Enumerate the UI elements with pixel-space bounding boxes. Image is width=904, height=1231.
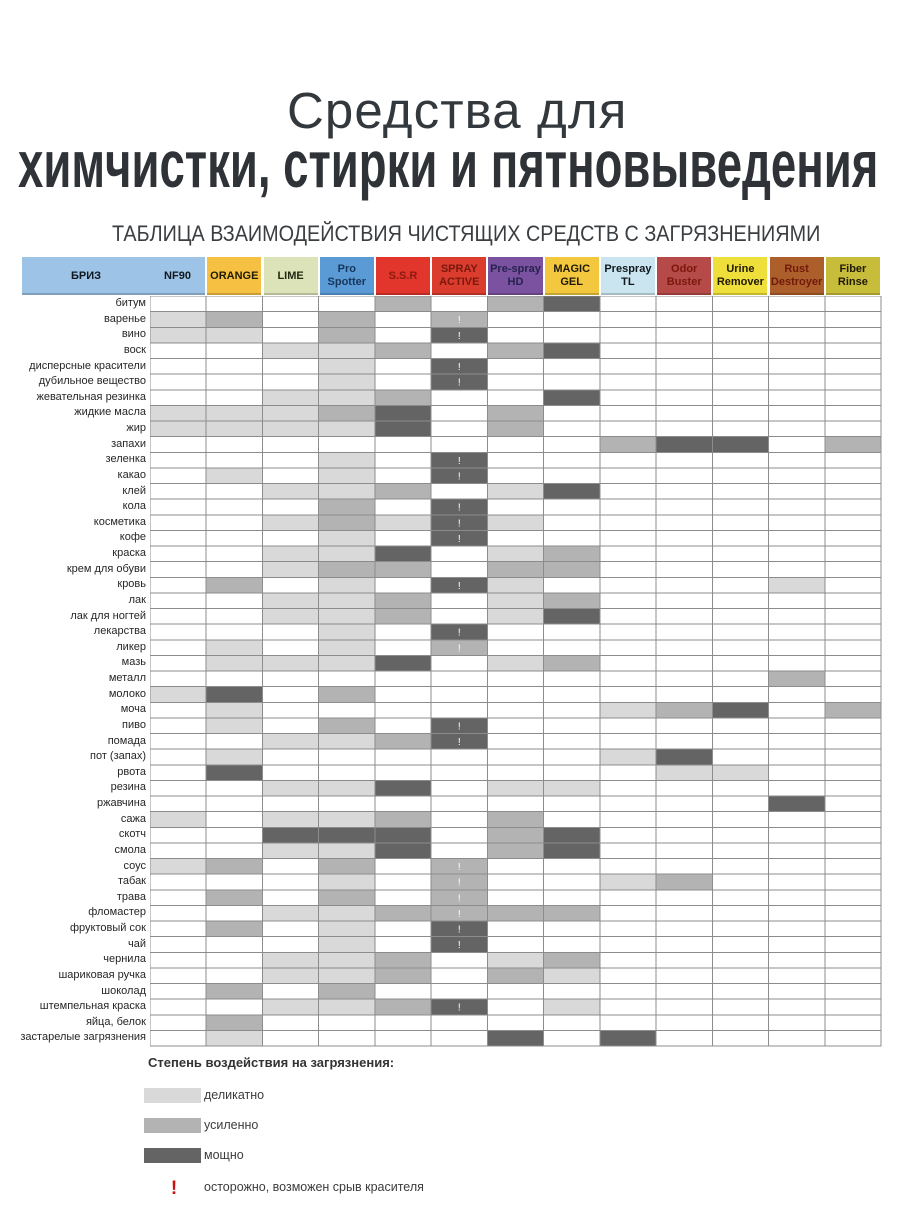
svg-text:!: !	[458, 378, 461, 389]
svg-text:!: !	[458, 909, 461, 920]
svg-text:!: !	[458, 315, 461, 326]
svg-text:!: !	[458, 534, 461, 545]
svg-text:!: !	[458, 628, 461, 639]
svg-text:!: !	[458, 362, 461, 373]
svg-text:!: !	[458, 643, 461, 654]
svg-text:!: !	[458, 503, 461, 514]
svg-text:!: !	[458, 581, 461, 592]
svg-text:!: !	[458, 721, 461, 732]
svg-text:!: !	[458, 737, 461, 748]
svg-text:!: !	[458, 878, 461, 889]
svg-text:!: !	[458, 518, 461, 529]
svg-text:!: !	[458, 925, 461, 936]
svg-text:!: !	[458, 1003, 461, 1014]
svg-text:!: !	[458, 456, 461, 467]
svg-text:!: !	[458, 862, 461, 873]
svg-text:!: !	[458, 471, 461, 482]
svg-text:!: !	[458, 331, 461, 342]
svg-text:!: !	[458, 893, 461, 904]
svg-text:!: !	[458, 940, 461, 951]
